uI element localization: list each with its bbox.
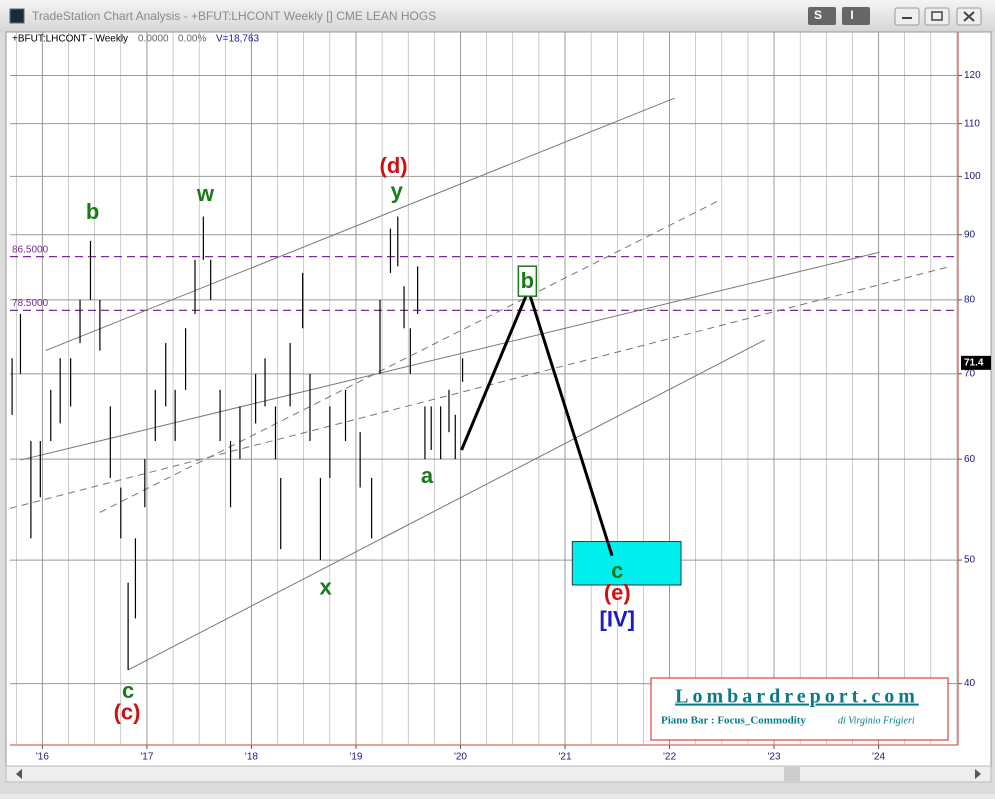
- y-tick-label: 40: [964, 678, 976, 689]
- trendline: [45, 97, 675, 352]
- y-tick-label: 80: [964, 295, 976, 306]
- scroll-left[interactable]: [16, 769, 22, 779]
- wave-label: (d): [380, 153, 408, 178]
- trendline: [99, 199, 720, 513]
- x-tick-label: '23: [768, 752, 781, 763]
- close-icon: [963, 11, 975, 22]
- scrollbar[interactable]: [5, 765, 992, 783]
- watermark-author: di Virginio Frigieri: [838, 715, 915, 726]
- x-tick-label: '18: [245, 752, 258, 763]
- plot: 86.5000 78.5000: [10, 32, 958, 745]
- wave-label: x: [320, 574, 333, 599]
- level-label: 86.5000: [12, 244, 49, 255]
- trendline: [127, 339, 765, 671]
- x-tick-label: '21: [558, 752, 571, 763]
- volume-label: V=18,763: [216, 34, 260, 45]
- i-button[interactable]: [842, 7, 870, 25]
- scroll-thumb[interactable]: [784, 767, 800, 781]
- wave-label: b: [521, 268, 534, 293]
- y-tick-label: 60: [964, 454, 976, 465]
- wave-label: y: [391, 178, 404, 203]
- scroll-right[interactable]: [975, 769, 981, 779]
- wave-label: c: [611, 558, 623, 583]
- last-value-label: 71.4: [964, 357, 984, 368]
- change-pct-label: 0.00%: [178, 34, 206, 45]
- level-label: 78.5000: [12, 298, 49, 309]
- y-tick-label: 50: [964, 555, 976, 566]
- trendline: [20, 251, 880, 461]
- y-tick-label: 120: [964, 70, 981, 81]
- y-tick-label: 70: [964, 368, 976, 379]
- wave-label: (e): [604, 580, 631, 605]
- x-tick-label: '22: [663, 752, 676, 763]
- x-tick-label: '17: [140, 752, 153, 763]
- x-tick-label: '24: [872, 752, 885, 763]
- x-tick-label: '20: [454, 752, 467, 763]
- plot-clip: 86.5000 78.5000: [10, 32, 958, 745]
- x-tick-label: '16: [36, 752, 49, 763]
- trendline: [10, 265, 951, 509]
- x-tick-label: '19: [349, 752, 362, 763]
- target-box: [571, 541, 682, 586]
- minimize-button[interactable]: [894, 7, 920, 26]
- symbol-label: +BFUT:LHCONT - Weekly: [12, 34, 128, 45]
- watermark-subtitle: Piano Bar : Focus_Commodity: [661, 715, 806, 727]
- y-tick-label: 90: [964, 229, 976, 240]
- maximize-button[interactable]: [924, 7, 950, 26]
- y-tick-label: 100: [964, 171, 981, 182]
- annotation-box: [517, 265, 538, 297]
- y-tick-label: 110: [964, 118, 980, 129]
- window-title: TradeStation Chart Analysis - +BFUT:LHCO…: [32, 9, 436, 23]
- wave-label: b: [86, 199, 99, 224]
- last-value-box: [961, 355, 991, 370]
- wave-label: (c): [114, 699, 141, 724]
- wave-label: [IV]: [600, 607, 635, 632]
- watermark-site: Lombardreport.com: [675, 686, 919, 708]
- i-button-label[interactable]: I: [850, 8, 853, 22]
- s-button-label[interactable]: S: [814, 8, 822, 22]
- wave-label: w: [196, 181, 215, 206]
- chart-area: [5, 31, 992, 767]
- maximize-icon: [931, 11, 943, 21]
- wave-label: a: [421, 463, 434, 488]
- watermark-box: [650, 677, 949, 741]
- s-button[interactable]: [808, 7, 836, 25]
- wave-label: c: [122, 678, 134, 703]
- app-icon: [9, 8, 25, 24]
- change-label: 0.0000: [138, 34, 169, 45]
